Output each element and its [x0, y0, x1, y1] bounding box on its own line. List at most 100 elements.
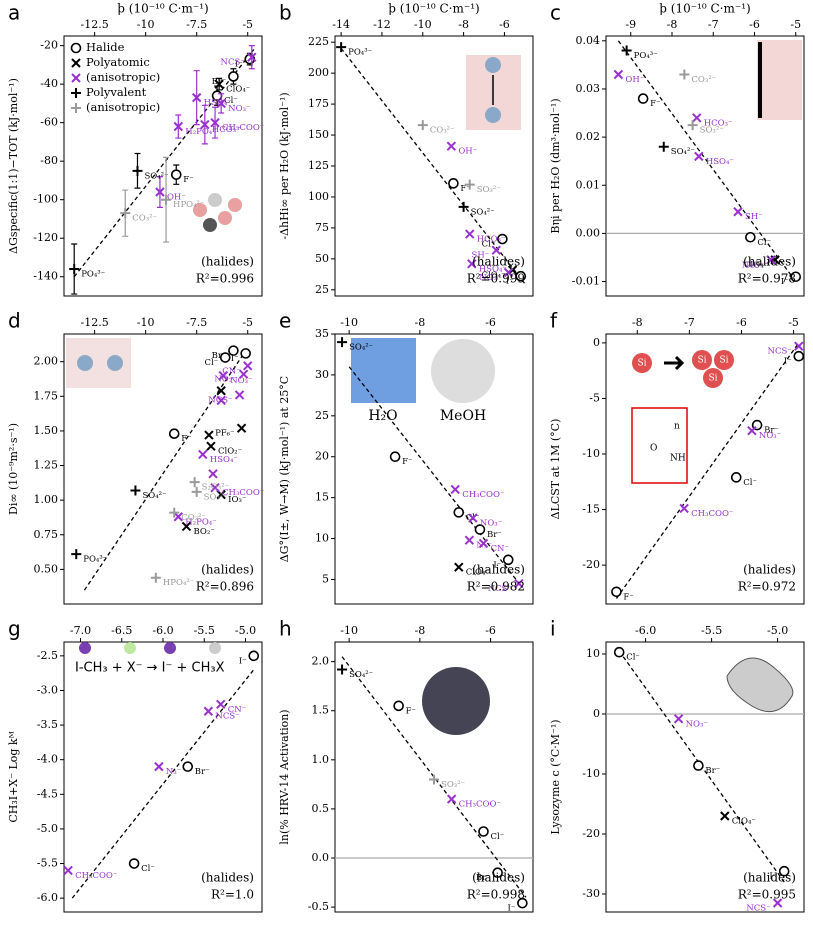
point-label: PO₄³⁻	[634, 51, 658, 61]
y-tick-label: 75	[315, 221, 329, 234]
point-label: SO₄²⁻	[349, 670, 373, 680]
fit-line	[341, 656, 527, 898]
point-marker	[240, 348, 251, 359]
point-label: SO₄²⁻	[349, 343, 373, 353]
point-marker	[514, 578, 524, 589]
x-tick-label: -10	[137, 316, 155, 329]
point-label: PO₄³⁻	[83, 555, 107, 565]
y-axis-label: CH₃I+X⁻ Log kᴹ	[7, 731, 20, 822]
point-marker	[168, 428, 180, 439]
point-marker	[465, 229, 475, 239]
x-tick-label: -12.5	[81, 18, 109, 31]
inset-decoration	[77, 355, 93, 371]
fit-line	[348, 366, 523, 589]
y-tick-label: 0.75	[34, 528, 59, 541]
annotation: (halides)	[472, 563, 525, 577]
x-tick-label: -6	[499, 18, 510, 31]
x-tick-label: -6.0	[152, 624, 173, 637]
x-tick-label: -10	[414, 18, 432, 31]
inset-decoration	[79, 642, 91, 654]
point-marker	[502, 554, 514, 566]
point-marker	[200, 119, 210, 130]
inset-decoration	[757, 40, 802, 120]
point-marker	[128, 858, 140, 869]
point-label: ClO₄⁻	[732, 817, 756, 827]
y-axis-label: Lysozyme c (°C·M⁻¹)	[549, 719, 562, 834]
x-axis-label: ϸ (10⁻¹⁰ C·m⁻¹)	[117, 2, 208, 16]
point-label: N₃⁻	[166, 767, 181, 777]
x-tick-label: -5.5	[194, 624, 215, 637]
point-marker	[793, 350, 805, 362]
x-tick-label: -7.0	[70, 624, 91, 637]
point-marker	[173, 121, 184, 132]
point-marker	[238, 369, 249, 379]
point-label: SO₃²⁻	[700, 126, 724, 136]
point-marker	[503, 267, 514, 278]
point-label: CO₃²⁻	[691, 75, 716, 85]
r-squared: R²=0.972	[738, 580, 796, 594]
inset-decoration	[193, 203, 207, 217]
point-label: HCO₃⁻	[212, 125, 241, 135]
inset-label: H₂O	[368, 408, 397, 424]
annotation: (halides)	[743, 563, 796, 577]
y-tick-label: -3.0	[37, 683, 58, 696]
point-marker	[637, 93, 649, 104]
point-label: ClO₄⁻	[481, 271, 505, 281]
x-axis-label: ϸ (10⁻¹⁰ C·m⁻¹)	[388, 2, 479, 16]
point-marker	[679, 503, 689, 514]
fit-line	[73, 49, 255, 278]
point-marker	[417, 120, 428, 131]
annotation: (halides)	[201, 871, 254, 885]
point-marker	[247, 52, 257, 62]
y-tick-label: -120	[33, 231, 58, 244]
point-label: I⁻	[231, 354, 239, 364]
point-marker	[766, 255, 776, 265]
point-marker	[170, 169, 182, 180]
x-tick-label: -8	[632, 316, 643, 329]
point-marker	[517, 897, 528, 909]
point-label: I⁻	[235, 60, 243, 70]
inset-label: Si	[719, 356, 728, 366]
y-tick-label: -4.0	[37, 753, 58, 766]
inset-decoration	[218, 211, 232, 225]
point-label: SO₄²⁻	[142, 491, 166, 501]
y-tick-label: 125	[308, 159, 329, 172]
point-label: SH⁻	[472, 251, 490, 261]
x-tick-label: -5	[790, 18, 801, 31]
y-tick-label: 35	[315, 327, 329, 340]
point-marker	[210, 117, 220, 128]
point-label: Cl⁻	[491, 832, 505, 842]
point-marker	[71, 58, 81, 68]
point-marker	[71, 103, 81, 113]
point-marker	[173, 512, 184, 522]
r-squared: R²=0.995	[738, 888, 796, 902]
point-label: NCS⁻	[488, 584, 512, 594]
point-label: CH₃COO⁻	[222, 123, 264, 133]
point-marker	[497, 233, 508, 245]
point-marker	[454, 562, 464, 572]
x-tick-label: -7.5	[186, 18, 207, 31]
point-marker	[130, 485, 141, 496]
y-axis-label: -ΔhHi∞ per H₂O (kJ·mol⁻¹)	[278, 92, 291, 239]
point-label: CH₃COO⁻	[75, 871, 117, 881]
point-label: H₂PO₄⁻	[185, 517, 216, 527]
y-tick-label: 0.04	[576, 34, 601, 47]
y-tick-label: 1.50	[34, 424, 59, 437]
y-tick-label: 2.0	[312, 655, 330, 668]
y-tick-label: 50	[315, 252, 329, 265]
point-marker	[393, 700, 404, 712]
point-marker	[204, 430, 214, 440]
point-marker	[778, 865, 790, 877]
point-marker	[794, 341, 804, 351]
y-tick-label: 10	[586, 647, 600, 660]
y-tick-label: -10	[582, 767, 600, 780]
point-label: F⁻	[623, 592, 633, 602]
panel-letter: c	[550, 1, 561, 25]
point-label: CH₃COO⁻	[222, 488, 264, 498]
plot-frame	[63, 333, 263, 605]
fit-line	[615, 342, 800, 599]
point-marker	[191, 92, 202, 103]
y-tick-label: 1.25	[34, 459, 59, 472]
point-label: CN⁻	[228, 705, 246, 715]
